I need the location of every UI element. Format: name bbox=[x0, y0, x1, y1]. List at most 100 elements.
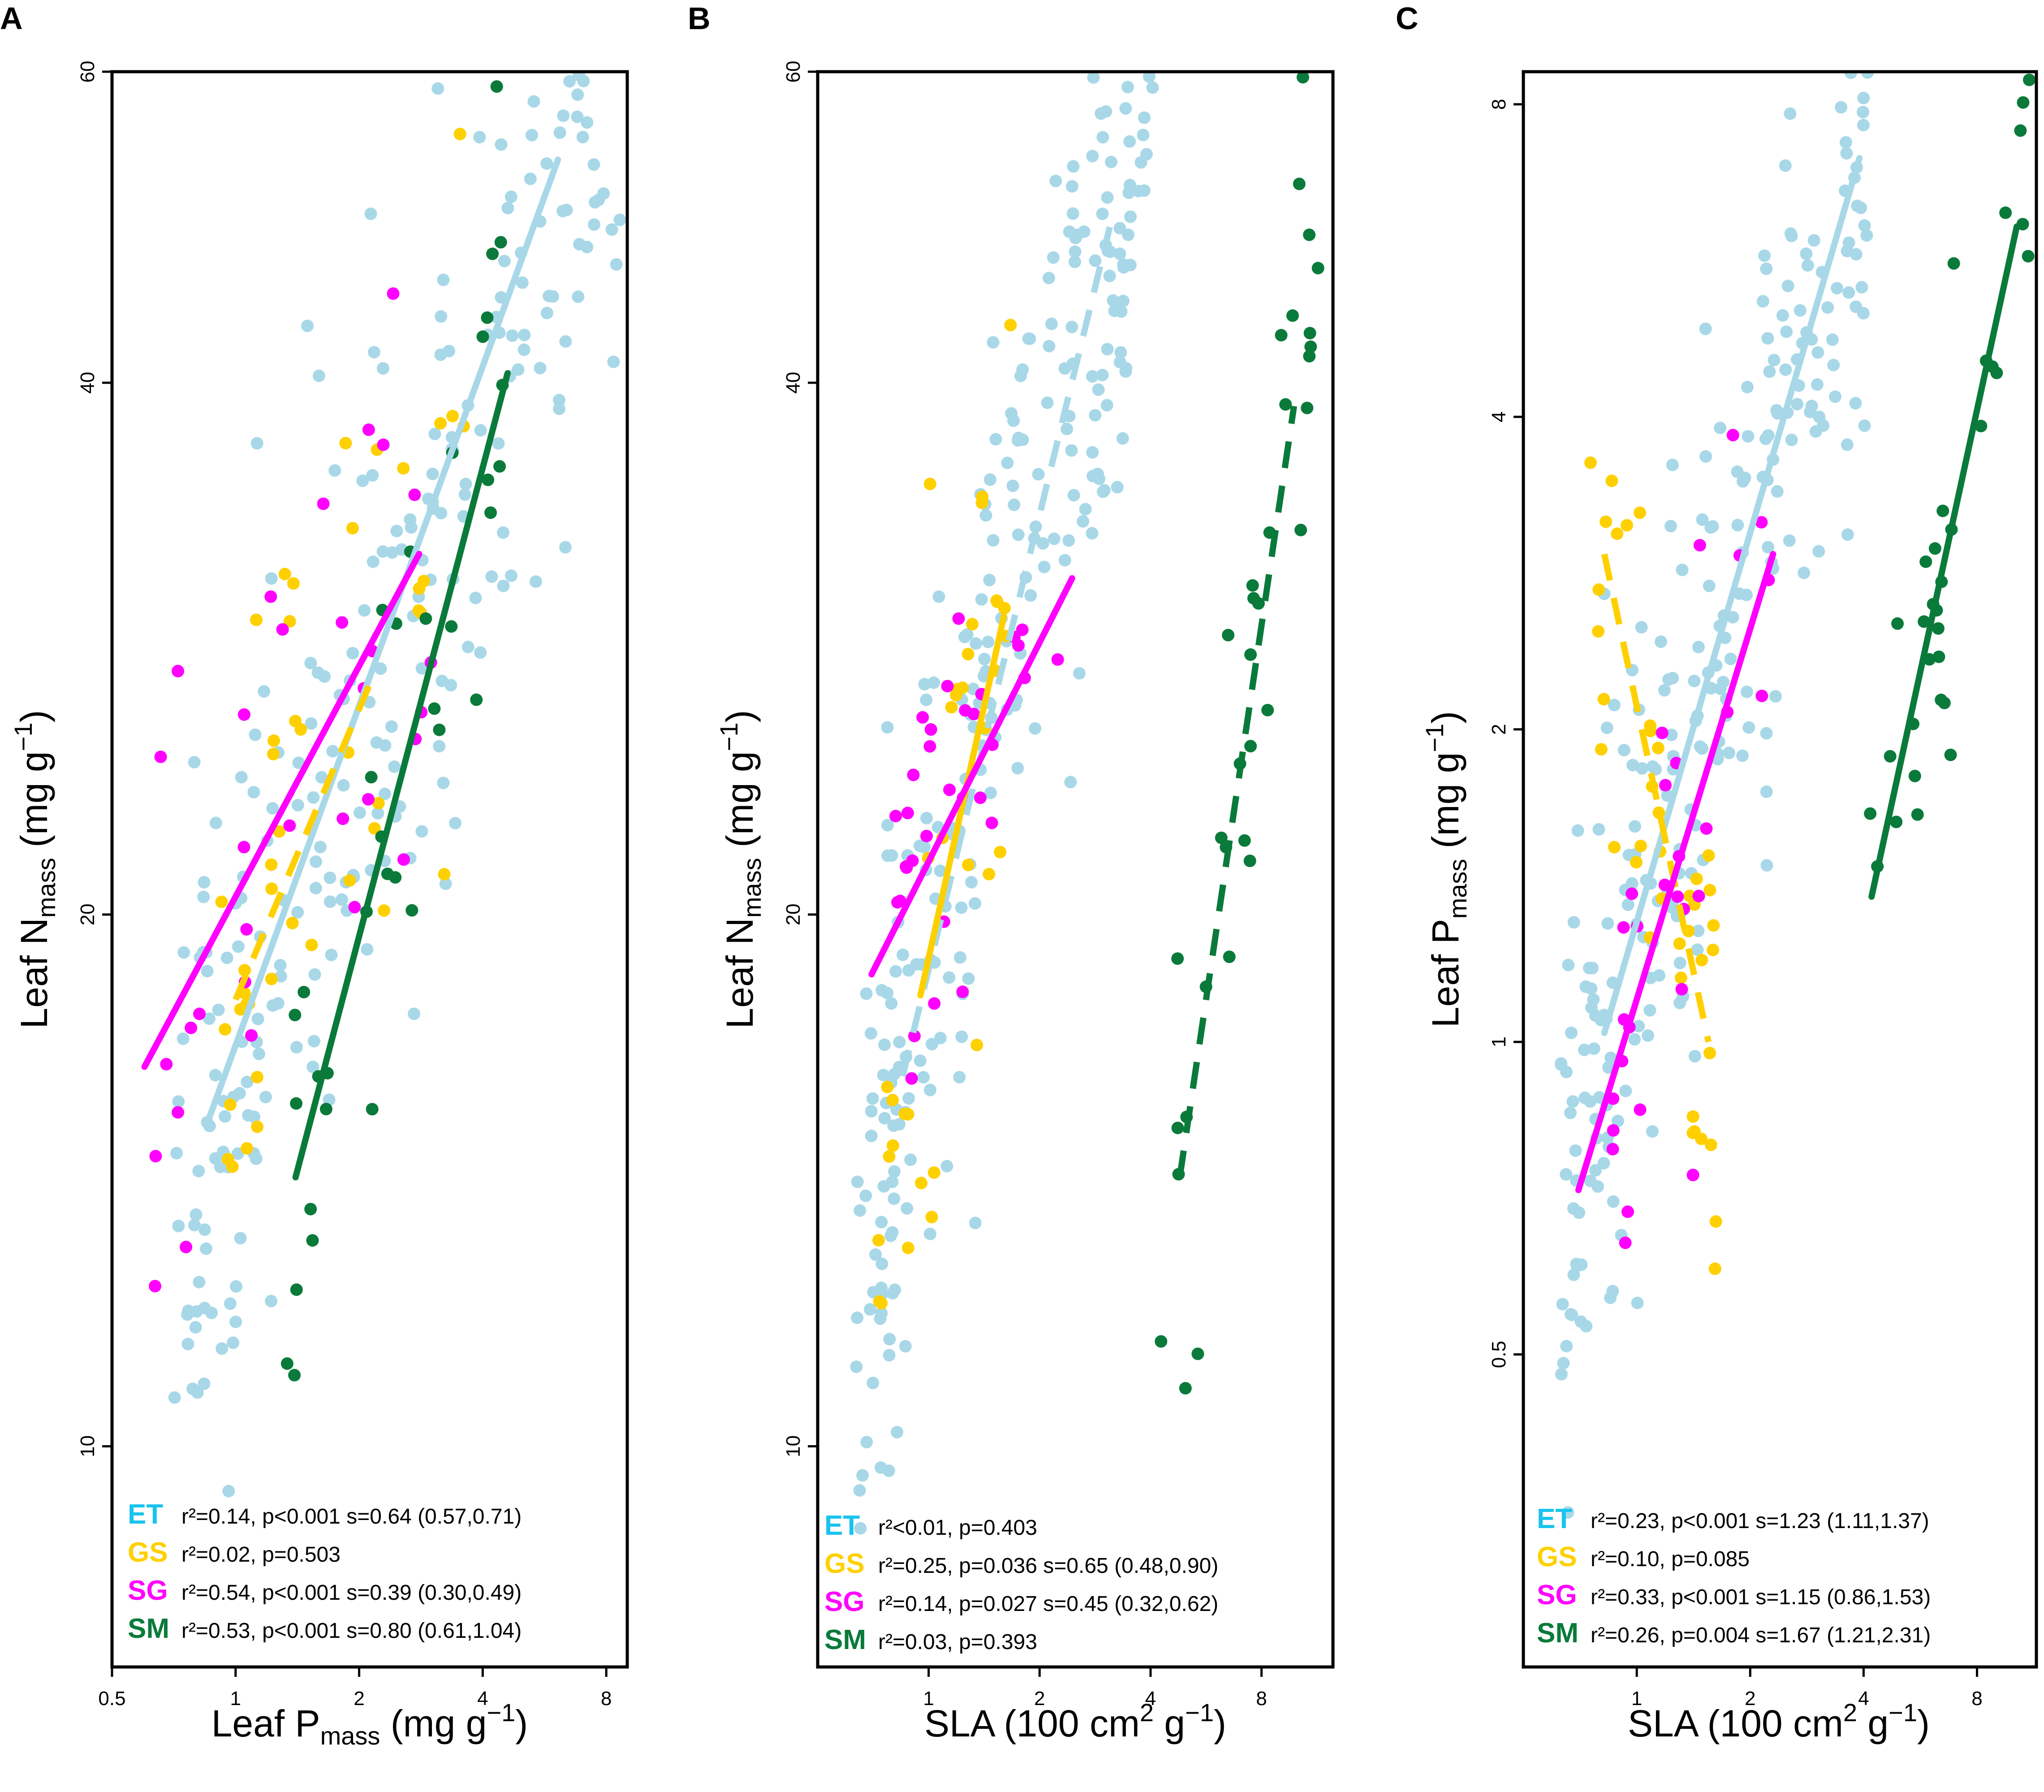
legend-code-SM: SM bbox=[128, 1613, 169, 1644]
point-ET bbox=[1655, 635, 1667, 648]
point-ET bbox=[953, 951, 966, 964]
point-SG bbox=[237, 841, 250, 854]
point-SG bbox=[985, 816, 998, 829]
point-SG bbox=[397, 853, 410, 866]
point-ET bbox=[962, 972, 975, 985]
point-ET bbox=[1798, 566, 1811, 579]
point-SG bbox=[974, 791, 987, 804]
point-ET bbox=[426, 467, 439, 480]
point-ET bbox=[563, 75, 576, 88]
point-ET bbox=[390, 525, 403, 537]
point-ET bbox=[265, 1295, 278, 1308]
point-ET bbox=[1858, 219, 1871, 232]
point-ET bbox=[581, 241, 594, 254]
point-ET bbox=[337, 779, 350, 792]
point-GS bbox=[962, 859, 975, 872]
legend-stats-SM: r²=0.03, p=0.393 bbox=[878, 1630, 1037, 1654]
point-SM bbox=[1975, 419, 1988, 432]
point-GS bbox=[1702, 849, 1715, 862]
point-SG bbox=[1626, 887, 1639, 900]
point-ET bbox=[1629, 820, 1641, 833]
point-ET bbox=[1781, 280, 1794, 293]
point-SM bbox=[484, 506, 497, 519]
point-ET bbox=[1121, 81, 1134, 94]
point-ET bbox=[443, 345, 455, 358]
point-GS bbox=[886, 1094, 899, 1106]
point-ET bbox=[214, 1161, 227, 1174]
point-ET bbox=[435, 507, 448, 520]
point-ET bbox=[540, 307, 553, 320]
point-ET bbox=[983, 473, 996, 486]
point-SM bbox=[428, 702, 441, 715]
point-ET bbox=[881, 849, 894, 862]
point-ET bbox=[965, 876, 978, 889]
point-GS bbox=[265, 882, 278, 895]
point-GS bbox=[368, 822, 381, 835]
point-ET bbox=[1561, 1506, 1574, 1519]
legend-stats-ET: r²=0.23, p<0.001 s=1.23 (1.11,1.37) bbox=[1591, 1509, 1929, 1533]
point-SG bbox=[237, 708, 250, 721]
point-ET bbox=[1828, 390, 1841, 403]
point-GS bbox=[883, 1150, 896, 1163]
point-GS bbox=[267, 747, 280, 760]
point-SG bbox=[1634, 1103, 1647, 1116]
x-tick-label: 8 bbox=[1971, 1688, 1982, 1710]
y-axis-title: Leaf Nmass (mg g−1) bbox=[9, 710, 60, 1028]
point-SG bbox=[408, 488, 421, 501]
point-ET bbox=[201, 965, 214, 978]
point-ET bbox=[1807, 234, 1820, 247]
point-ET bbox=[1714, 682, 1727, 695]
point-ET bbox=[1812, 545, 1825, 558]
point-ET bbox=[1006, 479, 1019, 492]
point-ET bbox=[1571, 824, 1584, 837]
point-ET bbox=[188, 1218, 201, 1231]
point-ET bbox=[953, 1071, 966, 1084]
point-ET bbox=[1092, 383, 1105, 396]
point-ET bbox=[250, 437, 263, 450]
point-ET bbox=[1742, 721, 1755, 734]
point-SM bbox=[1244, 648, 1257, 661]
panel-letter: C bbox=[1396, 1, 1419, 36]
plot-area bbox=[1555, 72, 2035, 1519]
point-SM bbox=[481, 311, 494, 324]
point-ET bbox=[439, 877, 452, 890]
point-ET bbox=[168, 1391, 181, 1404]
point-SM bbox=[1935, 693, 1948, 706]
point-SM bbox=[319, 1103, 332, 1115]
fit-line-ET bbox=[203, 156, 561, 1128]
point-GS bbox=[1703, 1047, 1716, 1059]
point-SG bbox=[336, 812, 349, 825]
point-GS bbox=[283, 615, 296, 628]
point-ET bbox=[1101, 343, 1114, 356]
point-GS bbox=[886, 1139, 899, 1152]
point-ET bbox=[970, 637, 983, 650]
point-ET bbox=[1061, 423, 1074, 436]
point-ET bbox=[878, 1112, 891, 1125]
point-ET bbox=[888, 1068, 901, 1081]
point-SM bbox=[1286, 309, 1299, 322]
point-ET bbox=[1636, 762, 1649, 775]
point-SG bbox=[362, 793, 375, 806]
fit-line-ET bbox=[899, 226, 1113, 1077]
point-GS bbox=[1644, 719, 1656, 732]
point-ET bbox=[367, 555, 379, 568]
point-SG bbox=[916, 711, 929, 724]
point-GS bbox=[286, 916, 299, 929]
x-tick-label: 2 bbox=[1034, 1688, 1045, 1710]
point-ET bbox=[309, 882, 322, 894]
y-axis-title: Leaf Nmass (mg g−1) bbox=[715, 710, 766, 1028]
point-ET bbox=[428, 427, 441, 440]
point-ET bbox=[860, 1436, 873, 1449]
point-GS bbox=[925, 1210, 938, 1223]
x-tick-label: 0.5 bbox=[98, 1688, 125, 1710]
point-ET bbox=[607, 355, 620, 368]
point-ET bbox=[851, 1175, 864, 1188]
point-SG bbox=[160, 1058, 173, 1071]
point-ET bbox=[1699, 322, 1712, 335]
point-ET bbox=[534, 362, 547, 375]
point-ET bbox=[1841, 438, 1854, 451]
point-GS bbox=[412, 604, 425, 617]
point-ET bbox=[198, 1223, 211, 1236]
point-SM bbox=[1223, 950, 1236, 963]
